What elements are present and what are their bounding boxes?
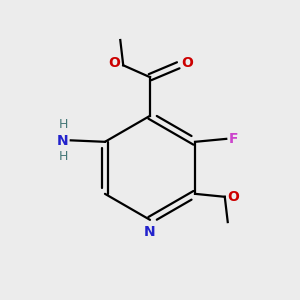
Text: H: H bbox=[59, 118, 68, 131]
Text: O: O bbox=[108, 56, 120, 70]
Text: O: O bbox=[181, 56, 193, 70]
Text: F: F bbox=[229, 132, 239, 146]
Text: N: N bbox=[144, 225, 156, 239]
Text: O: O bbox=[227, 190, 239, 204]
Text: N: N bbox=[57, 134, 68, 148]
Text: H: H bbox=[59, 150, 68, 163]
